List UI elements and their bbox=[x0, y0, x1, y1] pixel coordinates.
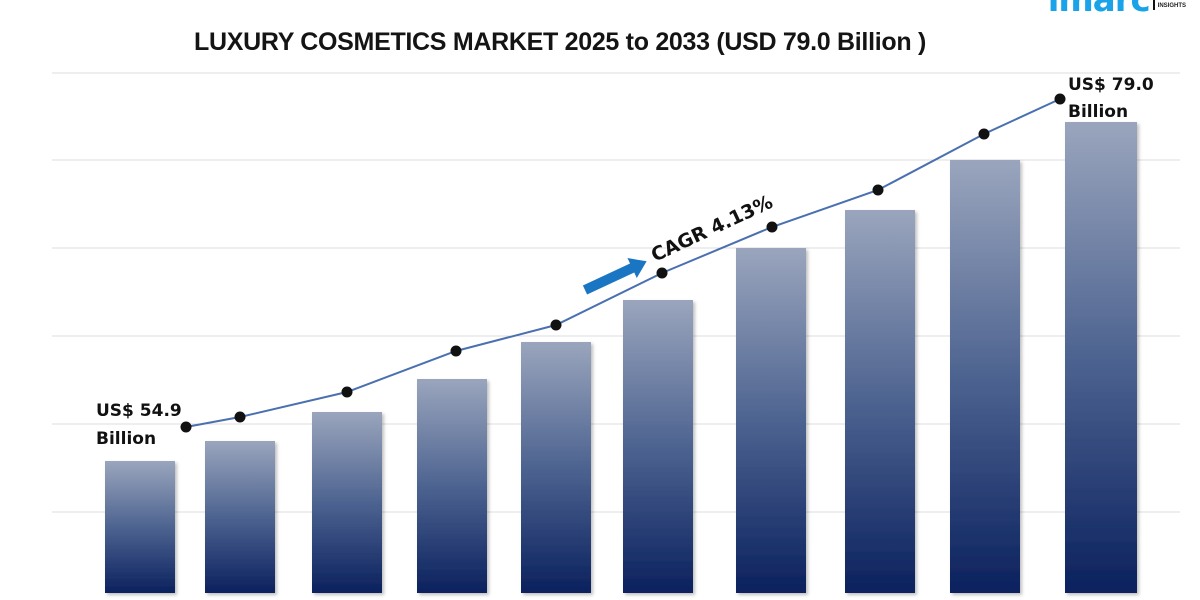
marker-7 bbox=[766, 221, 778, 233]
bar-1 bbox=[105, 461, 175, 593]
imarc-logo: imarc INSIGHTS bbox=[1047, 0, 1186, 20]
bar-3 bbox=[312, 412, 382, 593]
marker-2 bbox=[234, 411, 246, 423]
marker-10 bbox=[1054, 93, 1066, 105]
start-value-label-line2: Billion bbox=[96, 429, 156, 449]
start-value-label-line1: US$ 54.9 bbox=[96, 401, 182, 421]
bar-10 bbox=[1065, 122, 1137, 593]
bar-8 bbox=[845, 210, 915, 593]
marker-1 bbox=[180, 421, 192, 433]
marker-3 bbox=[341, 386, 353, 398]
logo-subtext: INSIGHTS bbox=[1157, 3, 1186, 9]
bar-2 bbox=[205, 441, 275, 593]
trend-line bbox=[185, 98, 1061, 428]
logo-wordmark: imarc bbox=[1047, 0, 1151, 20]
end-value-label-line2: Billion bbox=[1068, 102, 1128, 122]
trend-markers bbox=[180, 93, 1066, 433]
bar-4 bbox=[417, 379, 487, 593]
logo-divider bbox=[1152, 0, 1155, 10]
growth-arrow-icon bbox=[582, 258, 647, 295]
marker-8 bbox=[872, 184, 884, 196]
bar-6 bbox=[623, 300, 693, 593]
bar-5 bbox=[521, 342, 591, 593]
marker-5 bbox=[550, 319, 562, 331]
end-value-label-line1: US$ 79.0 bbox=[1068, 75, 1154, 95]
chart-title: LUXURY COSMETICS MARKET 2025 to 2033 (US… bbox=[194, 28, 926, 56]
marker-6 bbox=[656, 267, 668, 279]
bars bbox=[105, 122, 1137, 593]
bar-9 bbox=[950, 160, 1020, 593]
marker-4 bbox=[450, 345, 462, 357]
marker-9 bbox=[978, 128, 990, 140]
bar-7 bbox=[736, 248, 806, 593]
